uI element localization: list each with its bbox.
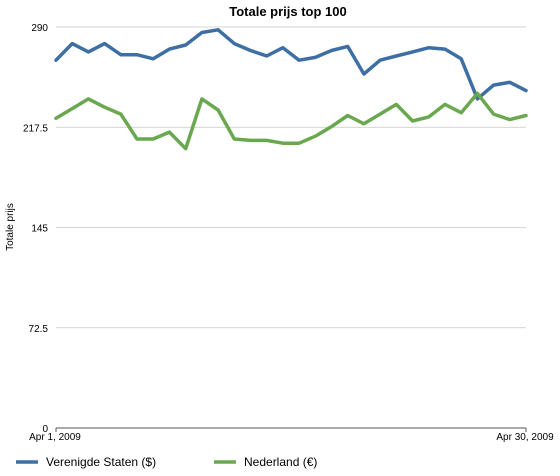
y-tick-label: 217.5: [23, 123, 48, 134]
series-line-1: [54, 28, 528, 101]
y-tick-label: 0: [42, 424, 48, 435]
y-tick-label: 72.5: [29, 324, 49, 335]
y-tick-label: 290: [31, 23, 48, 34]
y-axis-ticks: 0 72.5 145 217.5 290: [23, 23, 48, 435]
legend-label-2: Nederland (€): [244, 455, 317, 469]
x-tick-end: Apr 30, 2009: [496, 432, 554, 443]
y-axis-label: Totale prijs: [5, 203, 16, 251]
series-lines: [54, 28, 528, 151]
grid-lines: [55, 26, 527, 432]
series-line-2: [54, 91, 528, 151]
legend-label-1: Verenigde Staten ($): [46, 455, 156, 469]
chart-title: Totale prijs top 100: [229, 4, 347, 19]
legend: Verenigde Staten ($) Nederland (€): [16, 455, 317, 469]
x-tick-start: Apr 1, 2009: [29, 432, 81, 443]
y-tick-label: 145: [31, 224, 48, 235]
